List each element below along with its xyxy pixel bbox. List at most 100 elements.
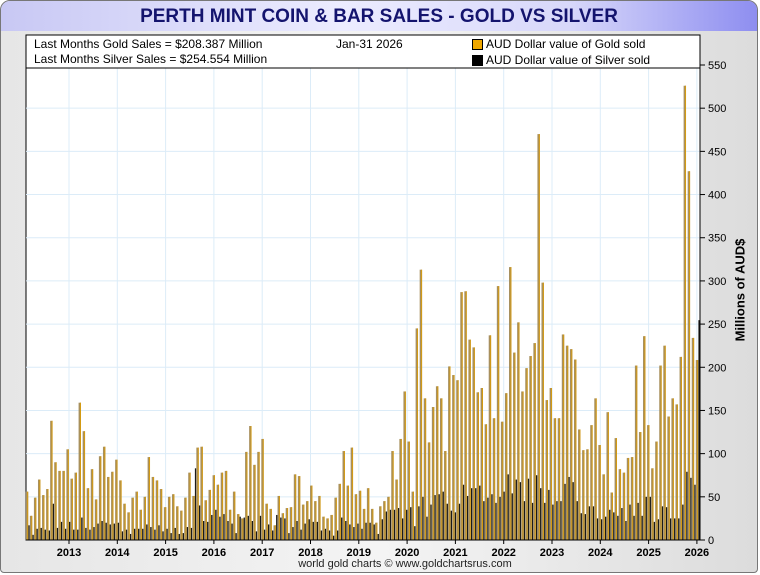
gold-bar — [147, 457, 151, 540]
silver-bar — [600, 519, 603, 540]
gold-bar-highlight — [542, 282, 544, 540]
gold-bar — [184, 497, 187, 540]
gold-bar — [143, 496, 146, 540]
silver-bar — [296, 521, 298, 540]
legend-gold-swatch — [472, 39, 483, 50]
gold-bar — [468, 339, 471, 540]
gold-bar — [305, 501, 309, 540]
silver-bar — [613, 512, 615, 540]
gold-bar — [228, 509, 232, 540]
gold-bar — [326, 518, 329, 540]
gold-bar — [334, 497, 337, 540]
gold-bar-highlight — [429, 442, 431, 540]
silver-bar — [292, 527, 294, 540]
silver-bar — [434, 495, 436, 540]
x-tick-label: 2019 — [347, 547, 371, 559]
gold-bar-highlight — [181, 510, 183, 540]
gold-bar — [391, 451, 394, 540]
silver-bar — [56, 527, 59, 540]
gold-bar — [423, 398, 427, 540]
silver-bar — [629, 504, 631, 540]
gold-bar-highlight — [457, 380, 459, 540]
gold-bar-highlight — [433, 407, 435, 540]
gold-bar-highlight — [603, 474, 605, 540]
gold-bar — [127, 512, 130, 540]
gold-bar — [370, 508, 374, 540]
gold-bar-highlight — [693, 337, 695, 540]
silver-bar — [531, 502, 534, 540]
gold-bar — [626, 457, 630, 540]
gold-bar — [541, 282, 544, 540]
silver-bar — [324, 528, 327, 540]
silver-bar — [341, 517, 343, 540]
gold-bar-highlight — [169, 496, 171, 540]
silver-bar — [166, 528, 168, 540]
silver-bar — [694, 484, 696, 540]
gold-bar-highlight — [376, 522, 378, 540]
gold-bar-highlight — [599, 445, 601, 540]
silver-bar — [401, 518, 404, 540]
silver-bar — [182, 533, 185, 540]
silver-bar — [430, 504, 432, 540]
gold-bar-highlight — [303, 504, 305, 540]
silver-bar — [154, 529, 156, 540]
silver-bar — [690, 477, 692, 540]
gold-bar — [586, 449, 589, 540]
gold-bar-highlight — [660, 365, 662, 540]
gold-bar — [622, 472, 626, 540]
gold-bar — [180, 510, 183, 540]
silver-bar — [101, 521, 103, 540]
gold-bar-highlight — [546, 400, 548, 540]
gold-bar — [216, 484, 220, 540]
y-tick-label: 200 — [708, 362, 726, 374]
gold-bar-highlight — [689, 171, 691, 540]
silver-bar — [393, 509, 396, 540]
silver-bar — [458, 503, 461, 540]
gold-bar-highlight — [384, 501, 386, 540]
gold-bar-highlight — [518, 322, 520, 540]
silver-bar — [64, 528, 67, 540]
gold-bar — [655, 441, 658, 540]
silver-bar — [491, 494, 493, 540]
silver-bar — [211, 514, 213, 540]
gold-bar — [492, 418, 496, 540]
gold-bar-highlight — [120, 480, 122, 540]
silver-bar — [89, 529, 91, 540]
chart-title: PERTH MINT COIN & BAR SALES - GOLD VS SI… — [140, 6, 618, 27]
silver-bar — [365, 522, 367, 540]
gold-bar-highlight — [331, 514, 333, 540]
gold-bar-highlight — [437, 386, 439, 540]
gold-bar — [431, 407, 435, 540]
gold-bar — [407, 441, 410, 540]
gold-bar-highlight — [43, 495, 45, 540]
gold-bar — [273, 525, 276, 540]
gold-bar — [427, 442, 431, 540]
gold-bar — [565, 345, 569, 540]
silver-bar — [150, 527, 152, 540]
silver-bar — [438, 494, 440, 540]
silver-bar — [235, 533, 237, 540]
gold-bar-highlight — [88, 488, 90, 540]
gold-bar-highlight — [591, 425, 593, 540]
gold-bar — [62, 470, 65, 540]
silver-bar — [414, 526, 416, 540]
gold-bar-highlight — [490, 335, 492, 540]
gold-bar — [29, 515, 33, 540]
silver-bar — [194, 468, 197, 540]
silver-bar — [284, 518, 286, 540]
gold-bar — [610, 492, 613, 540]
gold-bar-highlight — [39, 479, 41, 540]
gold-bar — [220, 472, 224, 540]
silver-bar — [653, 521, 656, 540]
silver-bar — [146, 524, 148, 540]
silver-bar — [125, 529, 128, 540]
gold-bar-highlight — [250, 426, 252, 540]
gold-bar — [338, 483, 341, 540]
silver-bar — [564, 483, 566, 540]
gold-bar — [155, 480, 159, 540]
gold-bar — [448, 366, 451, 540]
gold-bar — [139, 509, 142, 540]
silver-bar — [60, 521, 63, 540]
silver-bar — [85, 527, 87, 540]
silver-bar — [259, 515, 262, 540]
